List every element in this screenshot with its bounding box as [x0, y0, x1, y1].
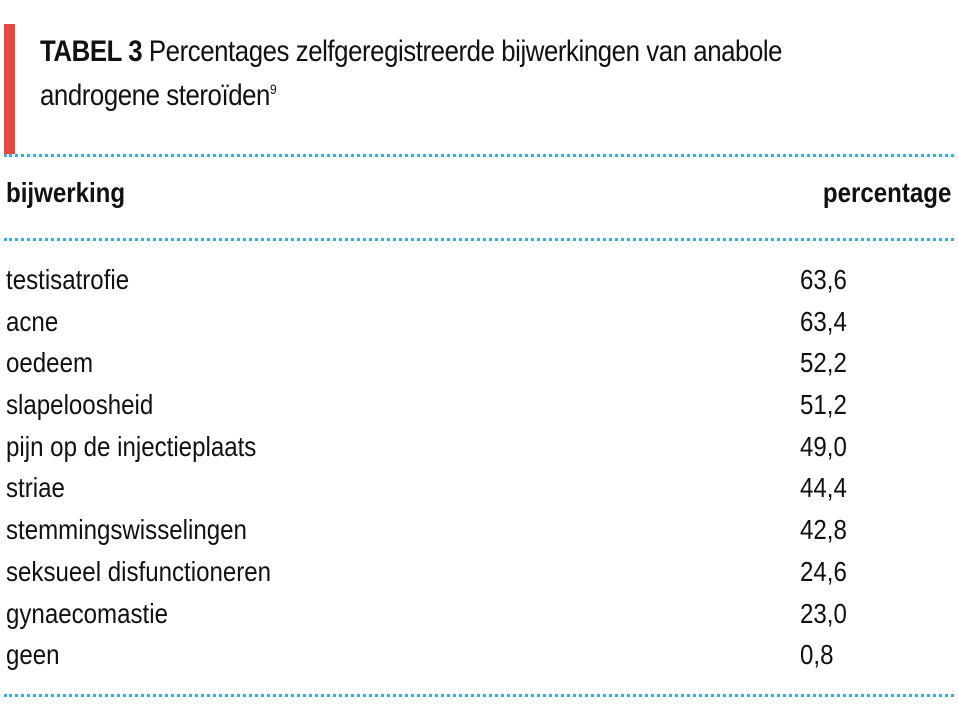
dotted-rule-header	[4, 238, 954, 241]
title-text: Percentages zelfgeregistreerde bijwerkin…	[148, 35, 783, 68]
table-title: TABEL 3 Percentages zelfgeregistreerde b…	[40, 30, 818, 118]
cell-percentage: 0,8	[800, 639, 834, 671]
cell-bijwerking: slapeloosheid	[6, 389, 154, 421]
accent-bar	[4, 24, 15, 154]
table-row: gynaecomastie 23,0	[6, 596, 951, 638]
title-text-line2: androgene steroïden	[40, 79, 270, 112]
cell-bijwerking: acne	[6, 305, 59, 337]
reference-superscript: 9	[269, 81, 277, 97]
cell-bijwerking: pijn op de injectieplaats	[6, 430, 257, 462]
cell-bijwerking: seksueel disfunctioneren	[6, 555, 272, 587]
cell-bijwerking: testisatrofie	[6, 264, 130, 295]
column-header-bijwerking: bijwerking	[6, 177, 126, 208]
table-row: slapeloosheid 51,2	[6, 387, 951, 429]
table-header-row: bijwerking percentage	[6, 177, 951, 217]
cell-percentage: 44,4	[800, 472, 847, 504]
table-row: seksueel disfunctioneren 24,6	[6, 554, 951, 596]
cell-percentage: 23,0	[800, 597, 847, 629]
table-row: testisatrofie 63,6	[6, 262, 951, 304]
cell-bijwerking: striae	[6, 472, 65, 504]
table-body: testisatrofie 63,6 acne 63,4 oedeem 52,2 slape…	[0, 262, 958, 679]
cell-bijwerking: geen	[6, 639, 60, 671]
dotted-rule-bottom	[4, 694, 954, 697]
table-row: acne 63,4	[6, 304, 951, 346]
cell-percentage: 63,4	[800, 305, 847, 337]
cell-percentage: 51,2	[800, 389, 847, 421]
table-row: striae 44,4	[6, 470, 951, 512]
column-header-percentage: percentage	[822, 177, 951, 208]
cell-percentage: 52,2	[800, 347, 847, 379]
table-number: TABEL 3	[40, 35, 143, 68]
cell-percentage: 49,0	[800, 430, 847, 462]
cell-percentage: 42,8	[800, 514, 847, 546]
table-row: pijn op de injectieplaats 49,0	[6, 429, 951, 471]
cell-bijwerking: gynaecomastie	[6, 597, 168, 629]
cell-bijwerking: stemmingswisselingen	[6, 514, 247, 546]
table-row: oedeem 52,2	[6, 345, 951, 387]
table-row: stemmingswisselingen 42,8	[6, 512, 951, 554]
cell-bijwerking: oedeem	[6, 347, 94, 379]
cell-percentage: 24,6	[800, 555, 847, 587]
table-row: geen 0,8	[6, 637, 951, 679]
cell-percentage: 63,6	[800, 264, 847, 295]
dotted-rule-top	[4, 154, 954, 157]
